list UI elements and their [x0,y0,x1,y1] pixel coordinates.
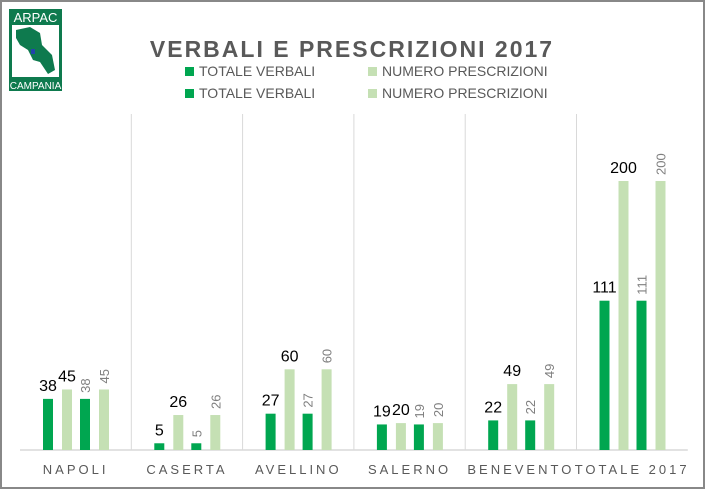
legend-swatch [185,89,194,98]
data-label: 111 [592,280,616,297]
data-label: 5 [155,422,164,439]
data-label: 38 [78,378,93,392]
data-label: 200 [654,153,669,175]
legend-swatch [368,67,377,76]
bar [376,424,387,450]
data-label: 45 [58,368,76,385]
bar [99,389,109,450]
data-label: 19 [412,404,427,418]
data-label: 5 [189,430,204,437]
x-tick-label: SALERNO [368,462,451,477]
grid [20,114,688,451]
bar [265,413,276,450]
data-label: 200 [610,160,637,177]
data-label: 45 [97,369,112,383]
data-label: 111 [635,275,650,295]
bar [618,181,629,450]
data-label: 26 [169,394,187,411]
logo-bottom-text: CAMPANIA [10,81,62,92]
bar [544,384,555,450]
bar [210,415,221,450]
legend-swatch [368,89,377,98]
bar [43,398,53,450]
legend-label: NUMERO PRESCRIZIONI [382,85,548,101]
chart-title: VERBALI E PRESCRIZIONI 2017 [150,36,554,62]
x-axis: NAPOLI CASERTA AVELLINO SALERNO BENEVENTO TOT… [43,462,690,477]
bar [395,423,406,450]
bar [636,300,647,450]
data-label: 27 [262,393,280,410]
bar [80,398,90,450]
x-tick-label: TOTALE 2017 [575,462,690,477]
bar [321,369,332,450]
x-tick-label: CASERTA [146,462,227,477]
x-tick-label: NAPOLI [43,462,109,477]
data-label: 49 [542,364,557,378]
arpac-logo: ARPAC CAMPANIA [9,9,62,92]
bar [62,389,72,450]
bar [507,384,518,450]
bar [488,420,499,450]
bar [284,369,295,450]
bar [191,443,202,450]
x-tick-label: BENEVENTO [467,462,574,477]
logo-top-text: ARPAC [14,10,58,25]
bar [302,413,313,450]
legend: TOTALE VERBALI NUMERO PRESCRIZIONI TOTALE … [185,63,548,101]
bar [413,424,424,450]
legend-swatch [185,67,194,76]
data-label: 27 [301,393,316,407]
data-label: 20 [392,402,410,419]
data-label: 49 [503,363,521,380]
data-label: 22 [523,400,538,414]
bar [599,300,610,450]
x-tick-label: AVELLINO [255,462,342,477]
data-label: 20 [431,403,446,417]
data-label: 38 [39,378,57,395]
bars [43,181,666,450]
bar [154,443,165,450]
bar [655,181,666,450]
data-label: 60 [281,348,299,365]
legend-label: TOTALE VERBALI [199,63,315,79]
bar [432,423,443,450]
legend-label: TOTALE VERBALI [199,85,315,101]
bar [525,420,536,450]
data-label: 26 [208,395,223,409]
data-label: 19 [373,403,391,420]
data-label: 60 [320,349,335,363]
bar [173,415,184,450]
legend-label: NUMERO PRESCRIZIONI [382,63,548,79]
data-label: 22 [484,399,502,416]
